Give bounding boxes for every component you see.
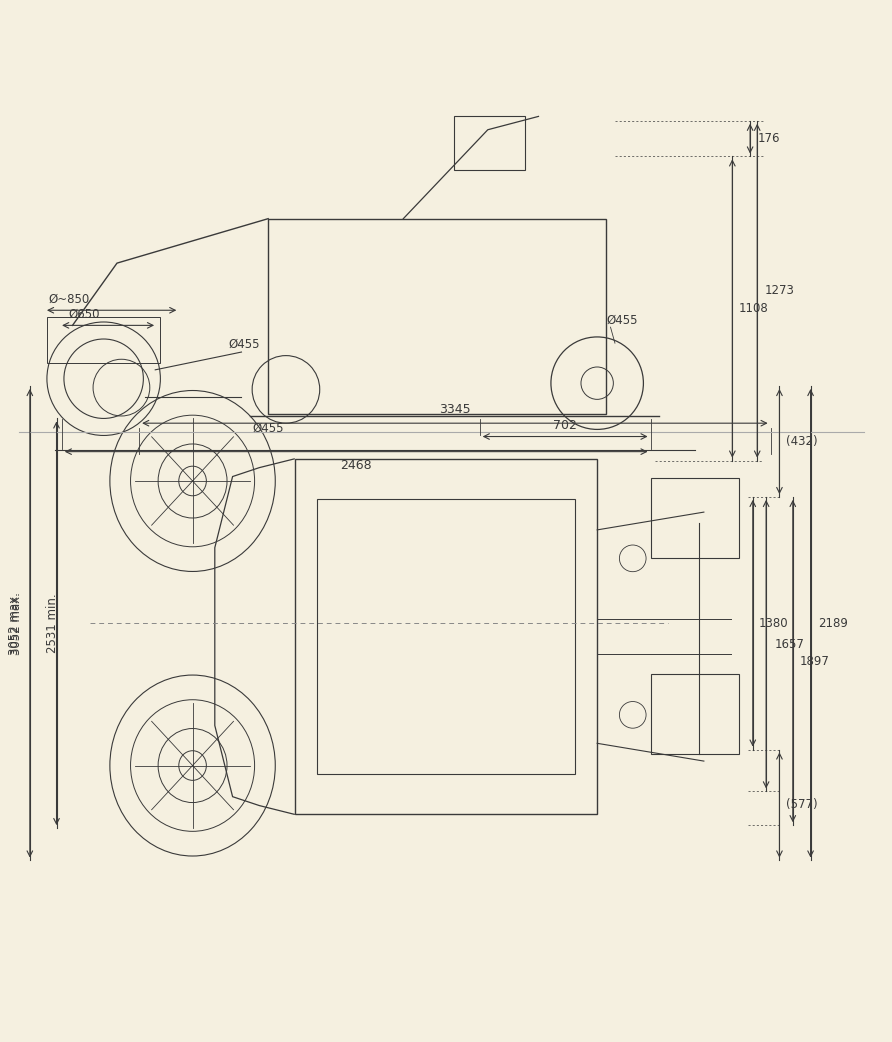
Bar — [454, 117, 525, 170]
Text: Ø650: Ø650 — [68, 308, 100, 321]
Text: Ø~850: Ø~850 — [48, 293, 90, 305]
Text: Ø455: Ø455 — [606, 314, 638, 327]
Text: 1380: 1380 — [759, 617, 789, 629]
Text: 3345: 3345 — [439, 403, 471, 416]
Bar — [650, 478, 739, 559]
Text: 2468: 2468 — [341, 458, 372, 472]
Text: 1897: 1897 — [800, 654, 830, 668]
Text: 1108: 1108 — [739, 302, 768, 315]
Text: (432): (432) — [786, 435, 817, 448]
Text: 1273: 1273 — [764, 284, 794, 297]
Bar — [650, 674, 739, 754]
Bar — [317, 499, 575, 774]
Text: 2531 min.: 2531 min. — [45, 594, 59, 653]
Text: 1657: 1657 — [775, 638, 805, 650]
Text: Ø455: Ø455 — [252, 421, 284, 435]
Bar — [268, 219, 606, 415]
Bar — [295, 458, 597, 815]
Bar — [47, 317, 161, 364]
Text: 702: 702 — [553, 419, 577, 432]
Text: 2189: 2189 — [818, 617, 847, 629]
Text: (577): (577) — [786, 798, 817, 812]
Text: 3052 max.: 3052 max. — [10, 592, 23, 654]
Text: 3052 max.: 3052 max. — [8, 592, 21, 654]
Text: Ø455: Ø455 — [228, 338, 260, 350]
Text: 176: 176 — [757, 132, 780, 145]
